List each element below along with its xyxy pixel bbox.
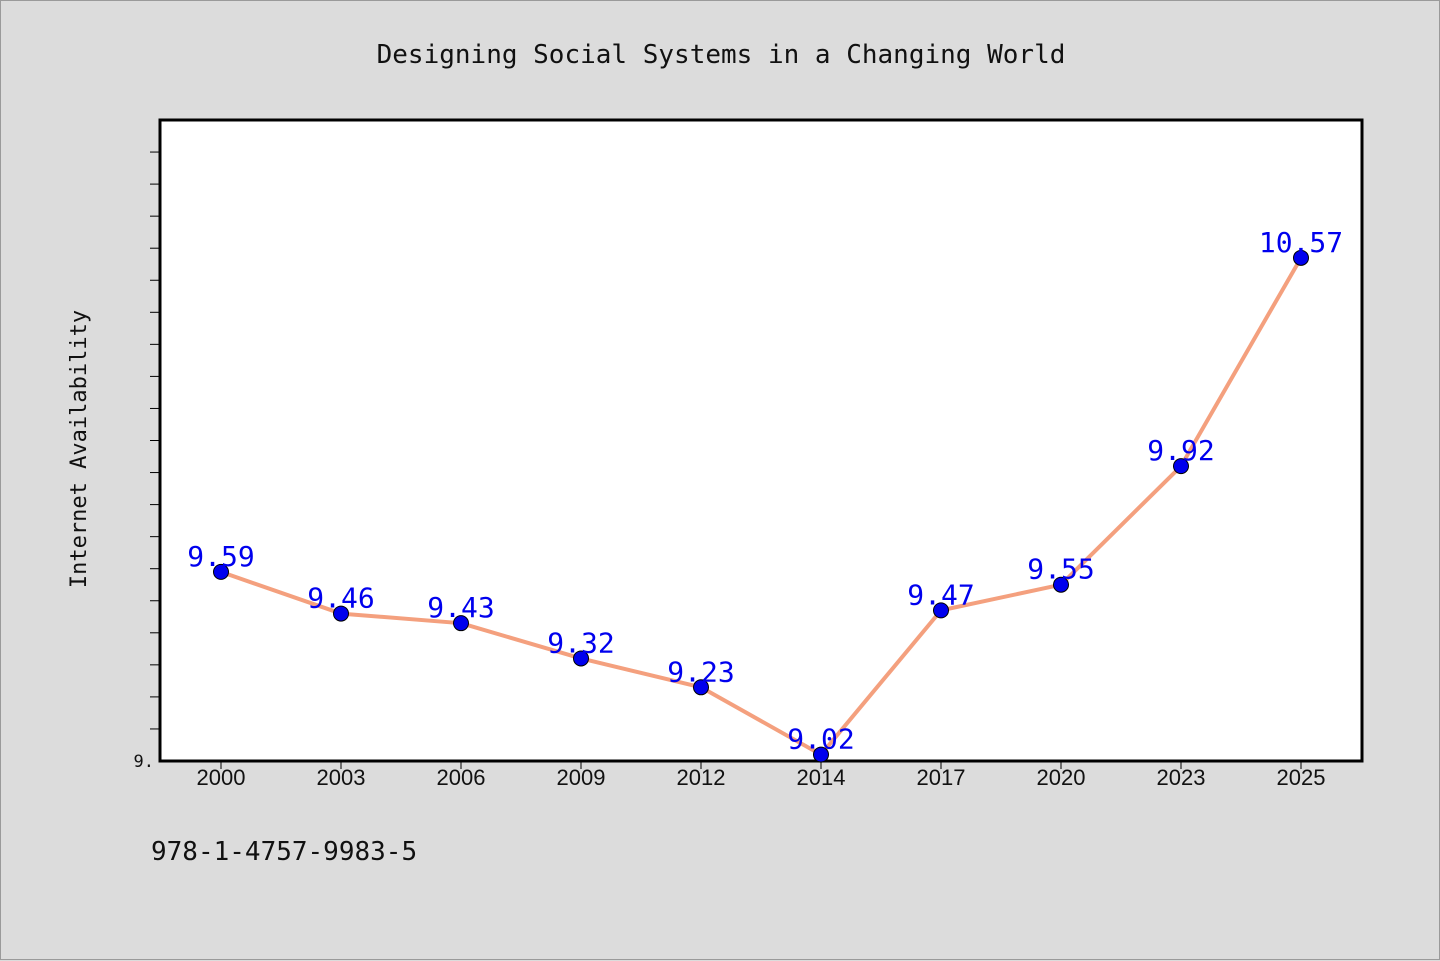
data-point — [1173, 458, 1189, 475]
x-tick-label: 2023 — [1157, 765, 1206, 790]
x-tick-label: 2017 — [917, 765, 966, 790]
y-tick-label: 9. — [134, 752, 154, 772]
x-tick-label: 2012 — [677, 765, 726, 790]
isbn-text: 978-1-4757-9983-5 — [151, 837, 418, 867]
data-label: 9.47 — [907, 578, 974, 611]
data-label: 9.92 — [1147, 434, 1214, 467]
x-tick-label: 2009 — [557, 765, 606, 790]
data-label: 9.46 — [307, 582, 374, 615]
data-point — [213, 563, 229, 580]
y-axis-ticks: 9. — [134, 151, 160, 772]
data-label: 9.55 — [1027, 553, 1094, 586]
data-label: 9.02 — [787, 723, 854, 756]
x-tick-label: 2006 — [437, 765, 486, 790]
plot-area — [158, 118, 1364, 763]
data-point — [693, 679, 709, 696]
x-axis-ticks: 2000 2003 2006 2009 2012 2014 2017 2020 2023 2025 — [197, 761, 1326, 790]
data-label: 9.32 — [547, 626, 614, 659]
data-label: 9.43 — [427, 591, 494, 624]
data-label: 9.59 — [187, 540, 254, 573]
x-tick-label: 2000 — [197, 765, 246, 790]
x-tick-label: 2014 — [797, 765, 846, 790]
data-label: 10.57 — [1259, 226, 1343, 259]
x-tick-label: 2003 — [317, 765, 366, 790]
data-point — [573, 650, 589, 667]
data-labels: 9.59 9.46 9.43 9.32 9.23 9.02 9.47 9.55 9.92 10.5… — [187, 226, 1343, 756]
x-tick-label: 2025 — [1277, 765, 1326, 790]
data-point — [813, 746, 829, 763]
data-label: 9.23 — [667, 655, 734, 688]
data-point — [333, 605, 349, 622]
x-tick-label: 2020 — [1037, 765, 1086, 790]
series-line — [219, 255, 1303, 757]
data-point — [453, 615, 469, 632]
chart-title: Designing Social Systems in a Changing W… — [377, 40, 1066, 70]
data-point — [1053, 576, 1069, 593]
data-point — [1293, 249, 1309, 266]
data-point — [933, 602, 949, 619]
y-axis-label: Internet Availability — [67, 310, 92, 588]
series-markers — [213, 249, 1309, 763]
